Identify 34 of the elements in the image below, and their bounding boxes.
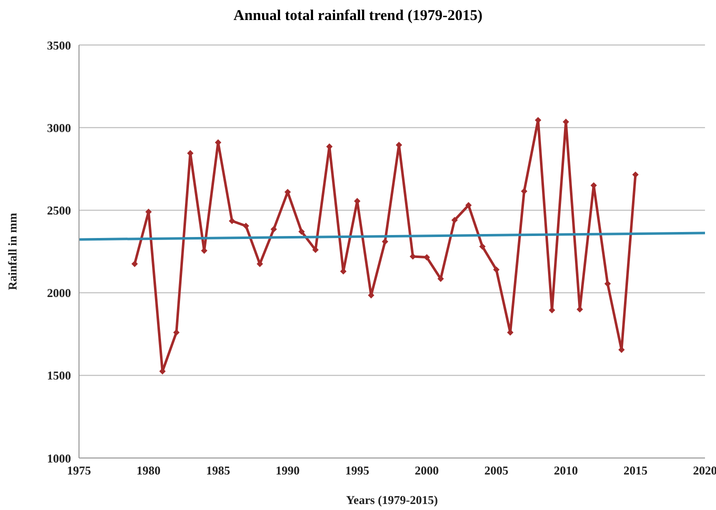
point — [479, 243, 486, 250]
point — [242, 222, 250, 230]
point — [270, 226, 277, 232]
y-tick-label: 2500 — [47, 203, 71, 218]
chart-title: Annual total rainfall trend (1979-2015) — [232, 8, 484, 25]
x-tick-label: 2015 — [623, 464, 648, 478]
y-tick-label: 1500 — [47, 368, 71, 383]
point — [382, 238, 388, 245]
y-tick-label: 2000 — [47, 286, 71, 300]
point — [618, 346, 625, 353]
x-tick-label: 2010 — [554, 464, 578, 478]
point — [298, 228, 305, 235]
point — [632, 171, 639, 178]
x-tick-label: 2000 — [414, 464, 439, 478]
point — [173, 329, 180, 336]
x-tick-label: 1980 — [136, 464, 161, 478]
y-axis-title: Rainfall in mm — [5, 212, 20, 290]
y-tick-label: 3000 — [47, 120, 71, 135]
point — [493, 266, 500, 273]
y-tick-label: 1000 — [47, 451, 71, 466]
x-axis-title: Years (1979-2015) — [346, 493, 438, 507]
x-tick-label: 2005 — [484, 464, 508, 478]
point — [451, 216, 458, 224]
point — [228, 218, 236, 224]
y-tick-label: 3500 — [47, 38, 71, 52]
point — [520, 188, 528, 194]
x-tick-label: 1975 — [67, 464, 91, 478]
point — [604, 280, 611, 287]
x-tick-label: 1995 — [345, 464, 370, 478]
x-tick-label: 1985 — [206, 464, 230, 478]
point — [534, 116, 542, 124]
point — [131, 260, 138, 268]
point — [159, 368, 166, 374]
x-tick-label: 1990 — [276, 464, 300, 478]
